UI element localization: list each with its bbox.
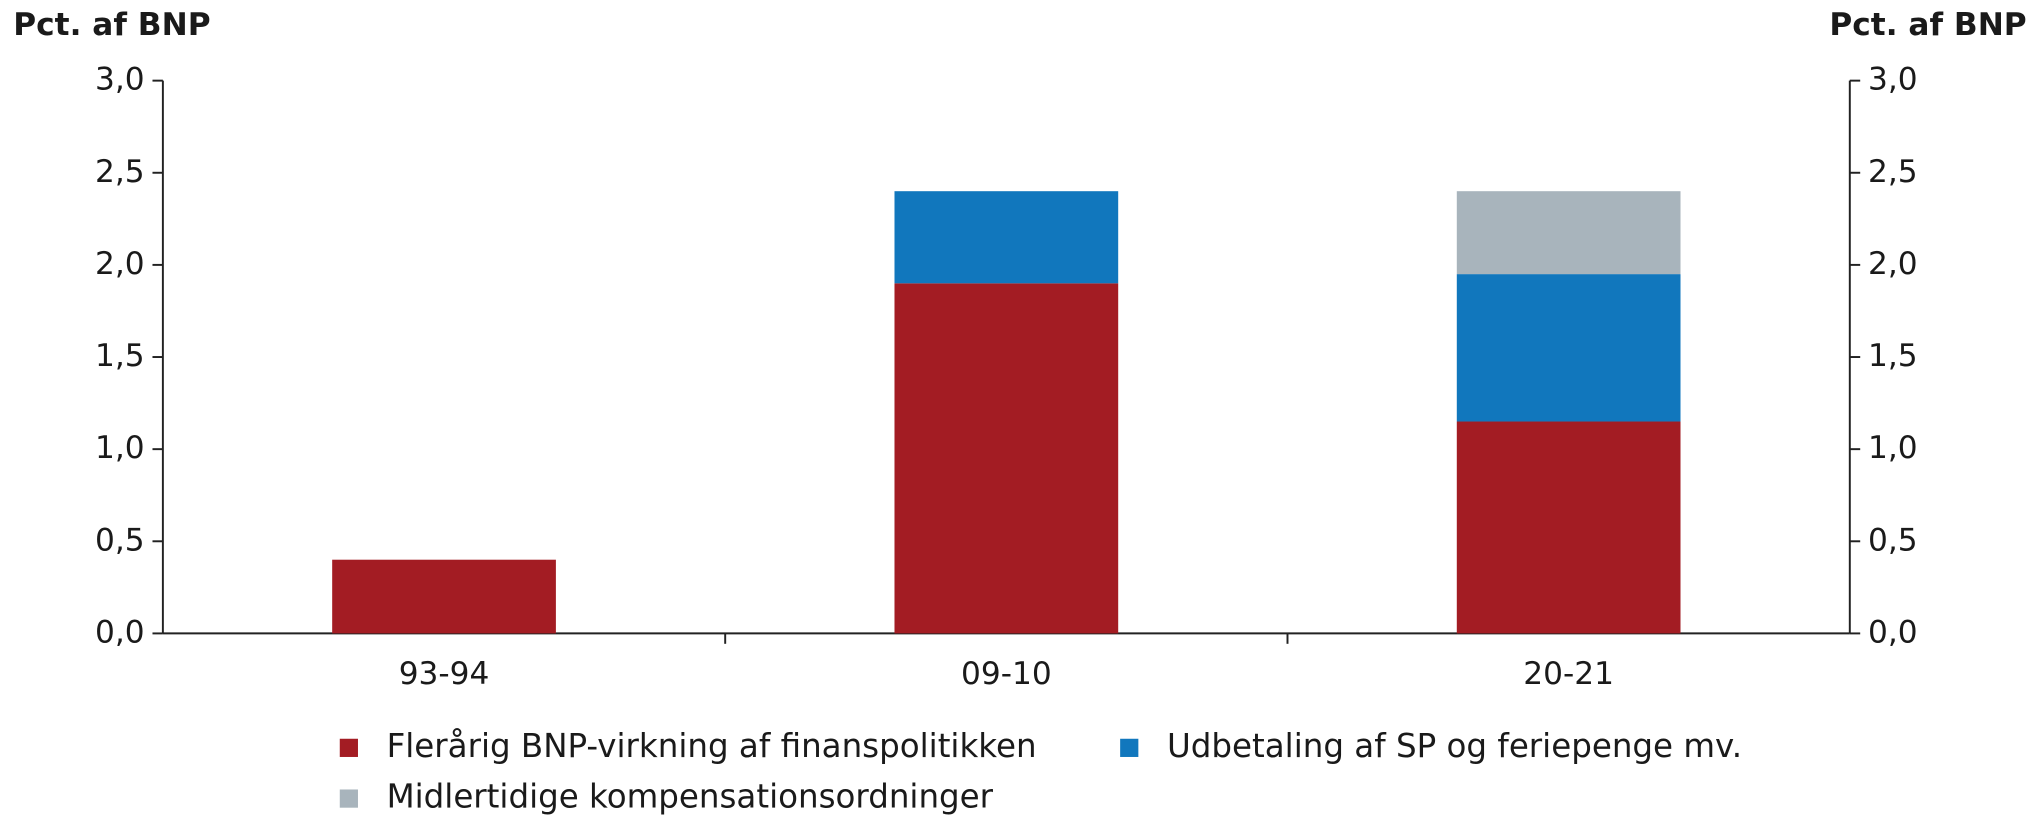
bar-segment	[332, 559, 556, 634]
legend-label: Udbetaling af SP og feriepenge mv.	[1167, 727, 1742, 765]
y-tick-label: 0,0	[95, 614, 145, 650]
y2-tick-label: 3,0	[1868, 62, 1918, 98]
y-tick-label: 1,0	[95, 430, 145, 466]
y2-tick-label: 1,5	[1868, 338, 1918, 374]
y-tick-label: 2,0	[95, 246, 145, 282]
y-tick-label: 3,0	[95, 62, 145, 98]
y2-tick-label: 0,0	[1868, 614, 1918, 650]
bar-segment	[894, 283, 1119, 634]
x-tick-label: 20-21	[1523, 656, 1614, 692]
bar-segment	[894, 191, 1119, 284]
bar-segment	[1456, 274, 1681, 422]
x-tick-label: 93-94	[399, 656, 490, 692]
x-tick-label: 09-10	[961, 656, 1052, 692]
y2-tick-label: 2,5	[1868, 154, 1918, 190]
legend-swatch	[1120, 738, 1139, 757]
y2-tick-label: 0,5	[1868, 522, 1918, 558]
y-tick-label: 0,5	[95, 522, 145, 558]
legend-label: Midlertidige kompensationsordninger	[387, 778, 994, 816]
y-tick-label: 1,5	[95, 338, 145, 374]
legend-swatch	[339, 789, 358, 808]
bar-segment	[1456, 191, 1681, 275]
legend-swatch	[339, 738, 358, 757]
y-tick-label: 2,5	[95, 154, 145, 190]
y-axis-title: Pct. af BNP	[13, 7, 210, 43]
bar-segment	[1456, 421, 1681, 634]
y2-axis-title: Pct. af BNP	[1829, 7, 2026, 43]
y2-tick-label: 1,0	[1868, 430, 1918, 466]
y2-tick-label: 2,0	[1868, 246, 1918, 282]
legend-label: Flerårig BNP-virkning af finanspolitikke…	[387, 727, 1037, 765]
